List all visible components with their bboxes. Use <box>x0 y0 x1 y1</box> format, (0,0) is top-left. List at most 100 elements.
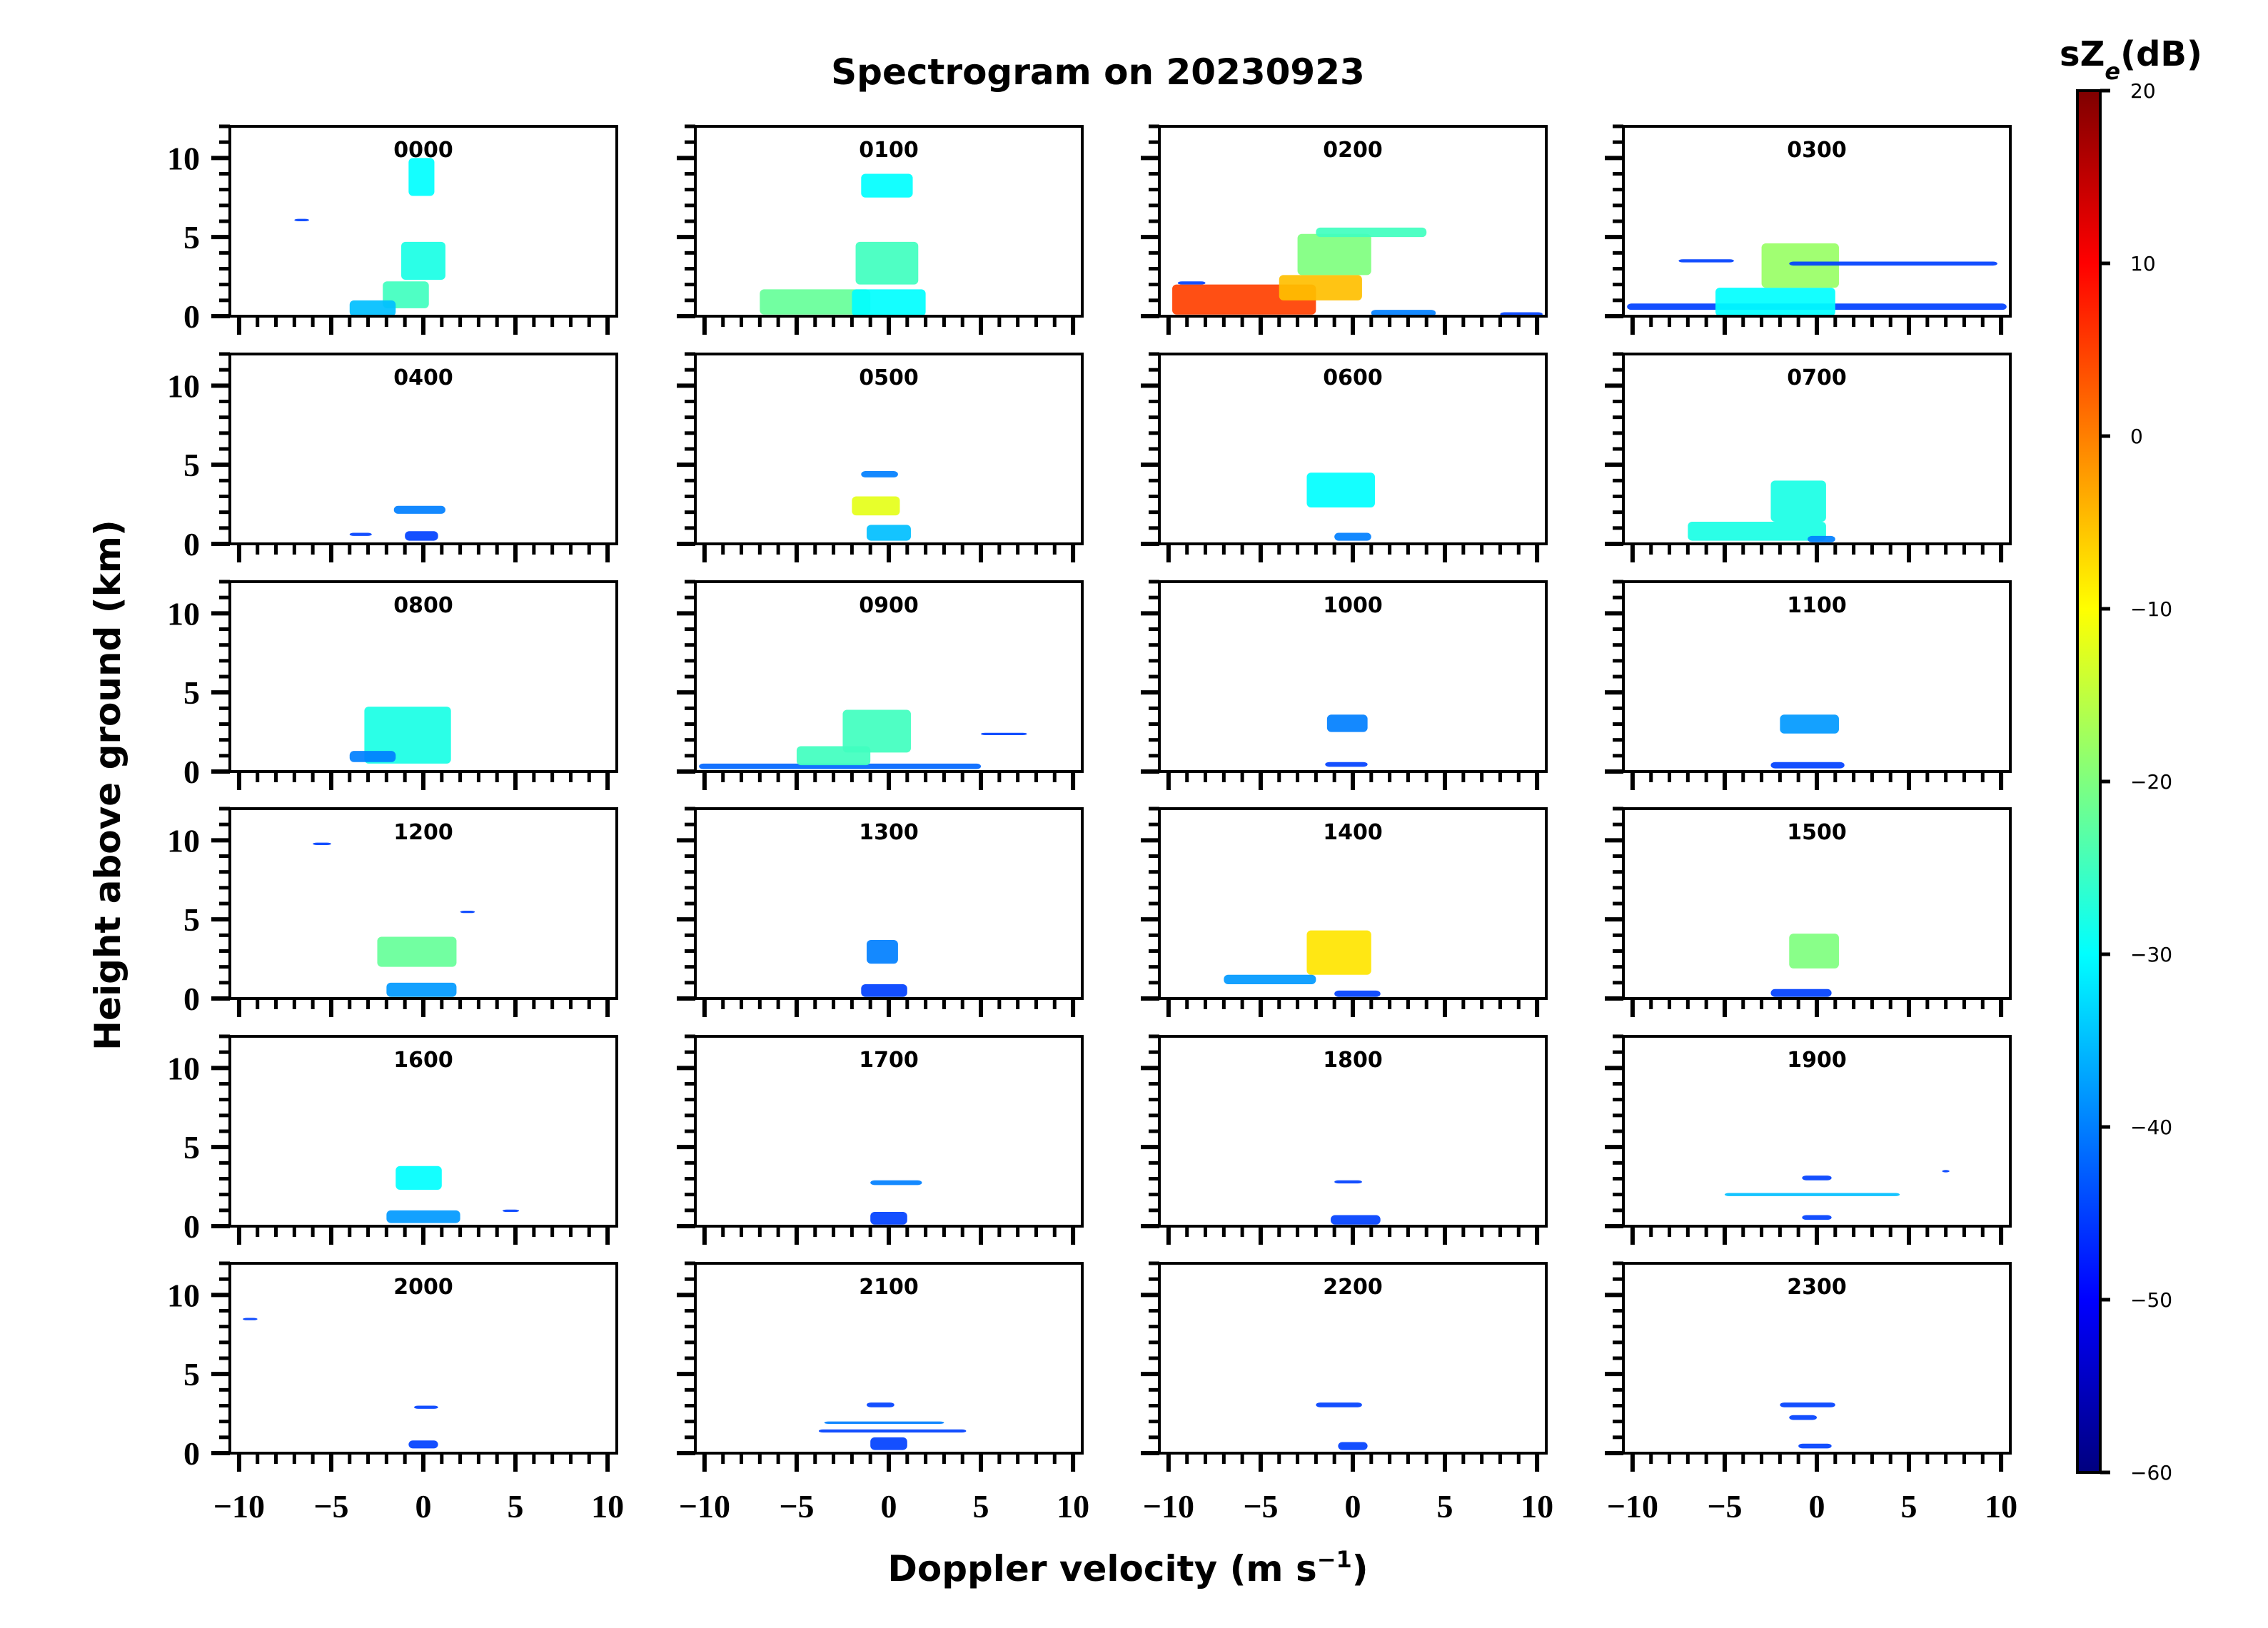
x-tick-label: −5 <box>1707 1488 1742 1525</box>
panel-2300: 2300 −10 −5 0 5 10 <box>1605 1261 2017 1525</box>
spectral-echo <box>294 218 309 221</box>
y-axis-label: Height above ground (km) <box>87 520 128 1051</box>
colorbar-tick-label: 0 <box>2130 425 2143 448</box>
spectral-echo <box>1297 233 1371 275</box>
spectral-echo <box>1770 762 1845 769</box>
colorbar-gradient <box>2076 89 2102 1474</box>
spectral-echo <box>386 982 457 997</box>
spectral-echo <box>1780 714 1839 734</box>
x-axis-label-end: ) <box>1352 1548 1369 1589</box>
spectral-echo <box>870 1180 922 1185</box>
spectral-echo <box>1334 1180 1362 1184</box>
panel-1300: 1300 <box>677 807 1084 1017</box>
spectral-echo <box>1688 521 1826 541</box>
x-tick-label: 0 <box>415 1488 432 1525</box>
panel-2200: 2200 −10 −5 0 5 10 <box>1141 1261 1553 1525</box>
spectral-echo <box>855 241 919 285</box>
spectral-echo <box>1177 281 1206 285</box>
y-tick-label: 5 <box>183 1356 200 1392</box>
panel-label: 0500 <box>859 365 919 390</box>
y-tick-label: 0 <box>183 526 200 562</box>
colorbar-label-sub: e <box>2105 58 2120 85</box>
panel-label: 2100 <box>859 1275 919 1300</box>
x-axis-label: Doppler velocity (m s−1) <box>887 1546 1368 1589</box>
x-tick-label: 0 <box>1809 1488 1825 1525</box>
x-tick-label: −10 <box>1607 1488 1658 1525</box>
spectral-echo <box>1306 472 1375 508</box>
x-tick-label: −5 <box>779 1488 814 1525</box>
spectral-echo <box>1780 1402 1835 1407</box>
panel-label: 1200 <box>393 820 453 845</box>
spectral-echo <box>852 289 926 316</box>
spectral-echo <box>1334 532 1371 541</box>
x-axis-label-sup: −1 <box>1317 1546 1352 1573</box>
colorbar-label: sZe(dB) <box>2060 34 2202 85</box>
x-tick-label: 5 <box>973 1488 989 1525</box>
colorbar-tick-label: 10 <box>2130 252 2156 275</box>
panel-label: 0200 <box>1323 138 1383 163</box>
x-tick-label: −10 <box>1143 1488 1194 1525</box>
panel-2000: 2000 0 5 10 −10 −5 0 5 10 <box>167 1261 624 1525</box>
colorbar: sZe(dB) 20 10 0 −10 −20 −30 −40 −50 −60 <box>2060 34 2202 1485</box>
y-tick-label: 10 <box>167 1050 200 1086</box>
spectral-echo <box>1316 227 1427 238</box>
panel-label: 0300 <box>1787 138 1847 163</box>
spectral-echo <box>364 707 451 764</box>
x-tick-label: −5 <box>313 1488 348 1525</box>
panel-label: 1800 <box>1323 1048 1383 1073</box>
spectral-echo <box>1724 1193 1900 1196</box>
colorbar-tick-label: 20 <box>2130 79 2156 103</box>
spectral-echo <box>408 158 435 196</box>
y-tick-label: 0 <box>183 1435 200 1472</box>
y-tick-label: 0 <box>183 754 200 790</box>
spectral-echo <box>981 732 1027 736</box>
spectral-echo <box>1334 990 1381 997</box>
spectral-echo <box>1338 1442 1368 1450</box>
x-tick-label: 5 <box>1901 1488 1917 1525</box>
panel-label: 1000 <box>1323 593 1383 618</box>
panel-label: 2000 <box>393 1275 453 1300</box>
panel-label: 2300 <box>1787 1275 1847 1300</box>
spectral-echo <box>1678 259 1734 263</box>
x-tick-label: 0 <box>881 1488 897 1525</box>
panel-0100: 0100 <box>677 124 1084 335</box>
spectral-echo <box>861 471 898 477</box>
colorbar-tick-label: −10 <box>2130 597 2172 621</box>
spectral-echo <box>1331 1215 1381 1225</box>
y-tick-label: 10 <box>167 595 200 632</box>
x-axis-label-main: Doppler velocity (m s <box>887 1548 1316 1589</box>
panel-1500: 1500 <box>1605 807 2012 1017</box>
y-tick-label: 10 <box>167 1277 200 1313</box>
colorbar-label-end: (dB) <box>2120 34 2202 74</box>
spectral-echo <box>414 1405 438 1409</box>
spectral-echo <box>1789 1415 1817 1420</box>
panel-1900: 1900 <box>1605 1034 2012 1245</box>
panel-1700: 1700 <box>677 1034 1084 1245</box>
spectral-echo <box>1224 974 1316 985</box>
spectral-echo <box>1326 714 1368 732</box>
colorbar-label-main: sZ <box>2060 34 2105 74</box>
panel-0300: 0300 <box>1605 124 2012 335</box>
panel-1400: 1400 <box>1141 807 1548 1017</box>
x-tick-label: 10 <box>591 1488 624 1525</box>
spectral-echo <box>349 751 396 762</box>
spectral-echo <box>1279 275 1362 300</box>
spectral-echo <box>870 1437 907 1450</box>
panel-1100: 1100 <box>1605 580 2012 790</box>
spectral-echo <box>386 1210 460 1223</box>
spectral-echo <box>377 936 457 967</box>
spectral-echo <box>1808 535 1835 542</box>
spectral-echo <box>349 532 372 536</box>
panel-0700: 0700 <box>1605 352 2012 562</box>
spectral-echo <box>1306 930 1371 975</box>
spectral-echo <box>870 1212 907 1225</box>
spectral-echo <box>502 1209 520 1213</box>
y-tick-label: 0 <box>183 298 200 335</box>
spectral-echo <box>243 1318 258 1320</box>
spectral-echo <box>824 1421 944 1424</box>
panel-1800: 1800 <box>1141 1034 1548 1245</box>
panel-0600: 0600 <box>1141 352 1548 562</box>
spectral-echo <box>1798 1443 1832 1449</box>
y-tick-label: 5 <box>183 219 200 256</box>
